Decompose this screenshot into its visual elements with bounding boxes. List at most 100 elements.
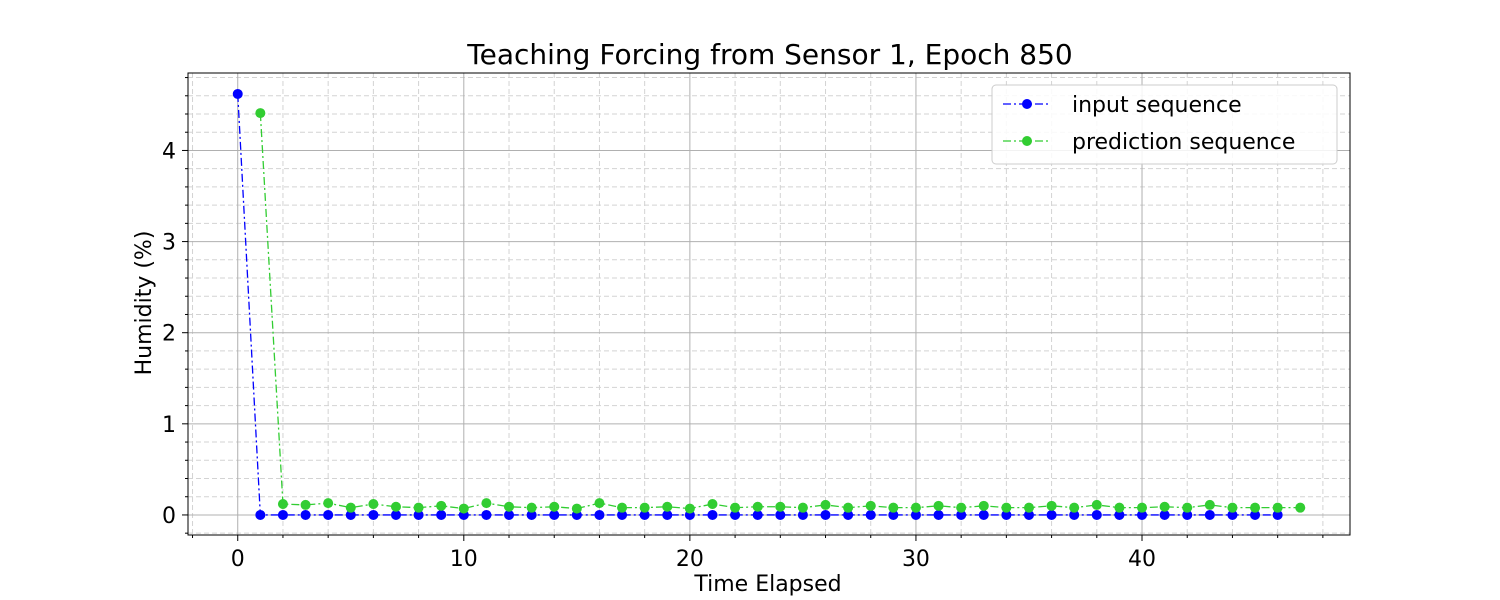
data-point bbox=[1159, 501, 1170, 512]
data-point bbox=[1001, 509, 1012, 520]
data-point bbox=[752, 509, 763, 520]
data-point bbox=[594, 498, 605, 509]
data-point bbox=[797, 509, 808, 520]
data-point bbox=[730, 502, 741, 513]
data-point bbox=[1227, 502, 1238, 513]
y-tick-label: 2 bbox=[162, 322, 176, 347]
data-point bbox=[549, 501, 560, 512]
data-point bbox=[481, 498, 492, 509]
data-point bbox=[594, 509, 605, 520]
data-point bbox=[662, 509, 673, 520]
data-point bbox=[300, 499, 311, 510]
series-prediction-sequence bbox=[255, 108, 1306, 514]
data-point bbox=[956, 509, 967, 520]
legend-label-prediction: prediction sequence bbox=[1072, 130, 1295, 155]
y-tick-label: 0 bbox=[162, 504, 176, 529]
data-point bbox=[1159, 509, 1170, 520]
data-point bbox=[526, 502, 537, 513]
plot-frame bbox=[187, 72, 1351, 536]
data-point bbox=[1114, 509, 1125, 520]
data-point bbox=[1046, 500, 1057, 511]
chart-title: Teaching Forcing from Sensor 1, Epoch 85… bbox=[466, 38, 1072, 71]
data-point bbox=[820, 499, 831, 510]
data-point bbox=[617, 509, 628, 520]
data-point bbox=[232, 88, 243, 99]
data-point bbox=[910, 509, 921, 520]
data-point bbox=[504, 501, 515, 512]
data-point bbox=[481, 509, 492, 520]
data-point bbox=[1204, 499, 1215, 510]
series-input-sequence bbox=[232, 88, 1283, 520]
x-tick-label: 20 bbox=[676, 547, 704, 572]
x-tick-label: 40 bbox=[1128, 547, 1156, 572]
data-point bbox=[978, 500, 989, 511]
data-point bbox=[775, 501, 786, 512]
data-point bbox=[1272, 502, 1283, 513]
data-point bbox=[865, 500, 876, 511]
legend: input sequence prediction sequence bbox=[991, 84, 1338, 165]
data-point bbox=[526, 509, 537, 520]
data-point bbox=[684, 503, 695, 514]
x-tick-label: 0 bbox=[231, 547, 245, 572]
legend-label-input: input sequence bbox=[1072, 93, 1242, 118]
legend-box bbox=[991, 84, 1338, 165]
data-point bbox=[1250, 502, 1261, 513]
series-layer bbox=[232, 88, 1306, 520]
data-point bbox=[956, 502, 967, 513]
data-point bbox=[255, 509, 266, 520]
y-axis-label: Humidity (%) bbox=[132, 231, 157, 376]
x-tick-label: 30 bbox=[902, 547, 930, 572]
data-point bbox=[413, 509, 424, 520]
y-tick-label: 3 bbox=[162, 231, 176, 256]
data-point bbox=[843, 502, 854, 513]
data-point bbox=[436, 509, 447, 520]
data-point bbox=[1204, 509, 1215, 520]
data-point bbox=[662, 501, 673, 512]
data-point bbox=[1023, 509, 1034, 520]
data-point bbox=[797, 502, 808, 513]
data-point bbox=[752, 501, 763, 512]
x-tick-label: 10 bbox=[450, 547, 478, 572]
data-point bbox=[1001, 502, 1012, 513]
data-point bbox=[1091, 509, 1102, 520]
data-point bbox=[390, 501, 401, 512]
data-point bbox=[1114, 502, 1125, 513]
data-point bbox=[1091, 499, 1102, 510]
data-point bbox=[1272, 509, 1283, 520]
legend-item-prediction: prediction sequence bbox=[1003, 130, 1295, 155]
data-point bbox=[549, 509, 560, 520]
data-point bbox=[323, 498, 334, 509]
data-point bbox=[707, 509, 718, 520]
y-tick-label: 1 bbox=[162, 413, 176, 438]
y-tick-label: 4 bbox=[162, 139, 176, 164]
data-point bbox=[865, 509, 876, 520]
data-point bbox=[458, 503, 469, 514]
data-point bbox=[368, 499, 379, 510]
data-point bbox=[1046, 509, 1057, 520]
data-point bbox=[730, 509, 741, 520]
data-point bbox=[1023, 502, 1034, 513]
data-point bbox=[617, 502, 628, 513]
data-point bbox=[1295, 502, 1306, 513]
data-point bbox=[639, 509, 650, 520]
data-point bbox=[775, 509, 786, 520]
data-point bbox=[820, 509, 831, 520]
data-point bbox=[571, 503, 582, 514]
data-point bbox=[1069, 502, 1080, 513]
data-point bbox=[639, 502, 650, 513]
data-point bbox=[1250, 509, 1261, 520]
data-point bbox=[978, 509, 989, 520]
data-point bbox=[390, 509, 401, 520]
data-point bbox=[368, 509, 379, 520]
data-point bbox=[255, 108, 266, 119]
data-point bbox=[1069, 509, 1080, 520]
data-point bbox=[277, 499, 288, 510]
minor-grid bbox=[188, 73, 1350, 535]
data-point bbox=[888, 502, 899, 513]
data-point bbox=[1182, 502, 1193, 513]
x-axis-label: Time Elapsed bbox=[693, 572, 841, 597]
data-point bbox=[323, 509, 334, 520]
data-point bbox=[413, 502, 424, 513]
data-point bbox=[1137, 502, 1148, 513]
